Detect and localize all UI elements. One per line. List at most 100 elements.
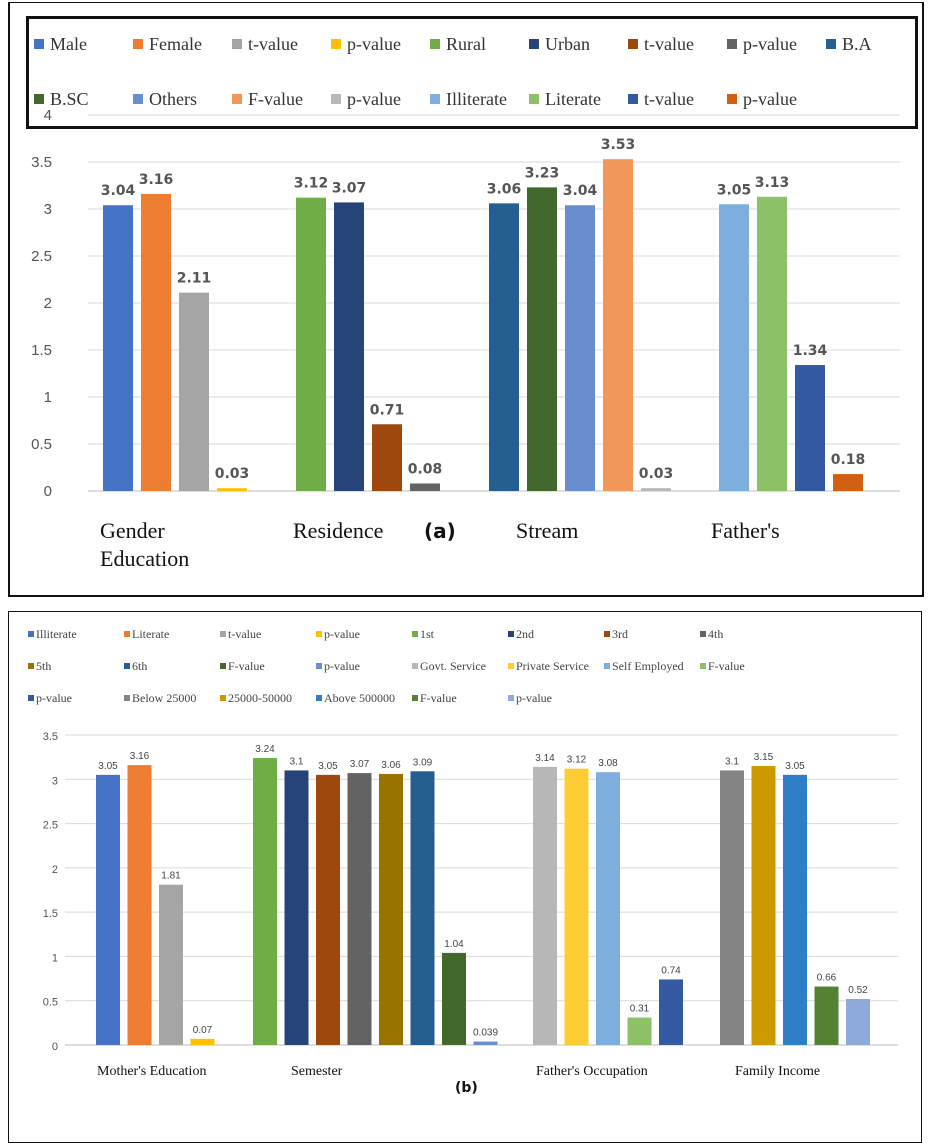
y-tick-a-3: 1.5 — [31, 342, 52, 359]
legend-label-a-13: Illiterate — [446, 89, 507, 109]
data-label-a-3-0: 3.05 — [717, 182, 752, 198]
bar-a-3-illiterate — [719, 204, 749, 492]
data-label-a-1-0: 3.12 — [294, 176, 329, 192]
bar-b-1-p-value — [473, 1041, 498, 1045]
legend-swatch-b-11 — [316, 663, 322, 669]
data-label-b-1-1: 3.1 — [290, 756, 304, 767]
legend-label-a-6: t-value — [644, 34, 694, 54]
bar-a-3-literate — [757, 196, 787, 491]
legend-swatch-a-5 — [529, 39, 539, 49]
bar-a-1-p-value — [410, 483, 440, 491]
legend-box-a — [26, 16, 918, 129]
y-tick-a-2: 1 — [44, 389, 52, 406]
legend-swatch-b-3 — [316, 631, 322, 637]
chart-a-svg: 00.511.522.533.543.043.162.110.03GenderE… — [31, 34, 900, 571]
legend-label-a-5: Urban — [545, 34, 590, 54]
legend-label-b-16: p-value — [36, 691, 72, 705]
bar-b-3-below-25000 — [720, 770, 744, 1045]
legend-swatch-b-19 — [316, 695, 322, 701]
legend-label-b-5: 2nd — [516, 627, 534, 641]
data-label-b-0-2: 1.81 — [161, 871, 181, 882]
bar-b-2-self-employed — [596, 772, 620, 1045]
y-tick-b-6: 3 — [52, 775, 58, 787]
data-label-a-2-4: 0.03 — [639, 466, 674, 482]
legend-label-b-1: Literate — [132, 627, 169, 641]
legend-swatch-b-8 — [28, 663, 34, 669]
legend-swatch-a-2 — [232, 39, 242, 49]
legend-swatch-b-5 — [508, 631, 514, 637]
bar-b-0-p-value — [190, 1038, 215, 1045]
legend-label-a-7: p-value — [743, 34, 797, 54]
legend-swatch-b-12 — [412, 663, 418, 669]
legend-swatch-a-10 — [133, 94, 143, 104]
legend-label-a-9: B.SC — [50, 89, 89, 109]
legend-label-b-7: 4th — [708, 627, 723, 641]
bar-b-3-25000-50000 — [751, 766, 776, 1045]
data-label-a-3-1: 3.13 — [755, 175, 790, 191]
y-tick-b-7: 3.5 — [43, 731, 58, 743]
legend-label-a-3: p-value — [347, 34, 401, 54]
bar-b-3-f-value — [814, 986, 839, 1045]
bar-b-0-t-value — [159, 884, 183, 1045]
bar-b-2-private-service — [564, 768, 589, 1045]
data-label-b-2-4: 0.74 — [661, 965, 681, 976]
legend-swatch-b-10 — [220, 663, 226, 669]
legend-swatch-a-1 — [133, 39, 143, 49]
data-label-a-3-3: 0.18 — [831, 452, 866, 468]
data-label-a-1-2: 0.71 — [370, 402, 405, 418]
legend-swatch-b-0 — [28, 631, 34, 637]
legend-label-b-14: Self Employed — [612, 659, 684, 673]
y-tick-b-3: 1.5 — [43, 908, 58, 920]
data-label-b-3-1: 3.15 — [754, 752, 774, 763]
bar-b-1-f-value — [442, 952, 466, 1045]
data-label-b-0-3: 0.07 — [193, 1025, 213, 1036]
data-label-b-1-4: 3.06 — [381, 760, 401, 771]
legend-label-b-3: p-value — [324, 627, 360, 641]
bar-b-2-p-value — [659, 979, 683, 1045]
data-label-a-3-2: 1.34 — [793, 343, 828, 359]
legend-swatch-a-16 — [727, 94, 737, 104]
legend-label-a-12: p-value — [347, 89, 401, 109]
legend-swatch-a-0 — [34, 39, 44, 49]
legend-swatch-b-20 — [412, 695, 418, 701]
category-label-b-2-0: Father's Occupation — [536, 1064, 648, 1079]
legend-label-b-9: 6th — [132, 659, 147, 673]
legend-label-b-12: Govt. Service — [420, 659, 486, 673]
legend-swatch-b-1 — [124, 631, 130, 637]
legend-label-a-1: Female — [149, 34, 202, 54]
legend-swatch-b-9 — [124, 663, 130, 669]
category-label-a-2-0: Stream — [516, 518, 578, 543]
legend-label-b-18: 25000-50000 — [228, 691, 292, 705]
legend-swatch-a-12 — [331, 94, 341, 104]
bar-b-3-above-500000 — [783, 774, 807, 1045]
bar-b-2-govt-service — [533, 766, 557, 1045]
legend-swatch-a-15 — [628, 94, 638, 104]
legend-swatch-b-16 — [28, 695, 34, 701]
data-label-b-0-1: 3.16 — [130, 751, 150, 762]
category-label-a-3-0: Father's — [711, 518, 780, 543]
legend-label-b-17: Below 25000 — [132, 691, 196, 705]
legend-swatch-a-6 — [628, 39, 638, 49]
category-label-b-1-0: Semester — [291, 1064, 343, 1079]
legend-label-a-0: Male — [50, 34, 87, 54]
y-tick-b-0: 0 — [52, 1041, 58, 1053]
legend-swatch-a-14 — [529, 94, 539, 104]
legend-swatch-a-9 — [34, 94, 44, 104]
data-label-b-1-2: 3.05 — [318, 761, 338, 772]
legend-label-a-10: Others — [149, 89, 197, 109]
bar-b-1-6th — [410, 771, 435, 1045]
data-label-a-2-3: 3.53 — [601, 137, 636, 153]
bar-b-0-illiterate — [96, 774, 120, 1045]
y-tick-a-5: 2.5 — [31, 248, 52, 265]
legend-swatch-b-17 — [124, 695, 130, 701]
legend-swatch-a-4 — [430, 39, 440, 49]
data-label-a-2-1: 3.23 — [525, 165, 560, 181]
data-label-b-1-3: 3.07 — [350, 759, 370, 770]
legend-swatch-b-6 — [604, 631, 610, 637]
y-tick-b-5: 2.5 — [43, 820, 58, 832]
bar-a-2-b-sc — [527, 187, 557, 491]
bar-b-1-3rd — [316, 774, 340, 1045]
data-label-b-3-2: 3.05 — [785, 761, 805, 772]
y-tick-a-0: 0 — [44, 483, 52, 500]
bar-b-1-2nd — [284, 770, 309, 1045]
